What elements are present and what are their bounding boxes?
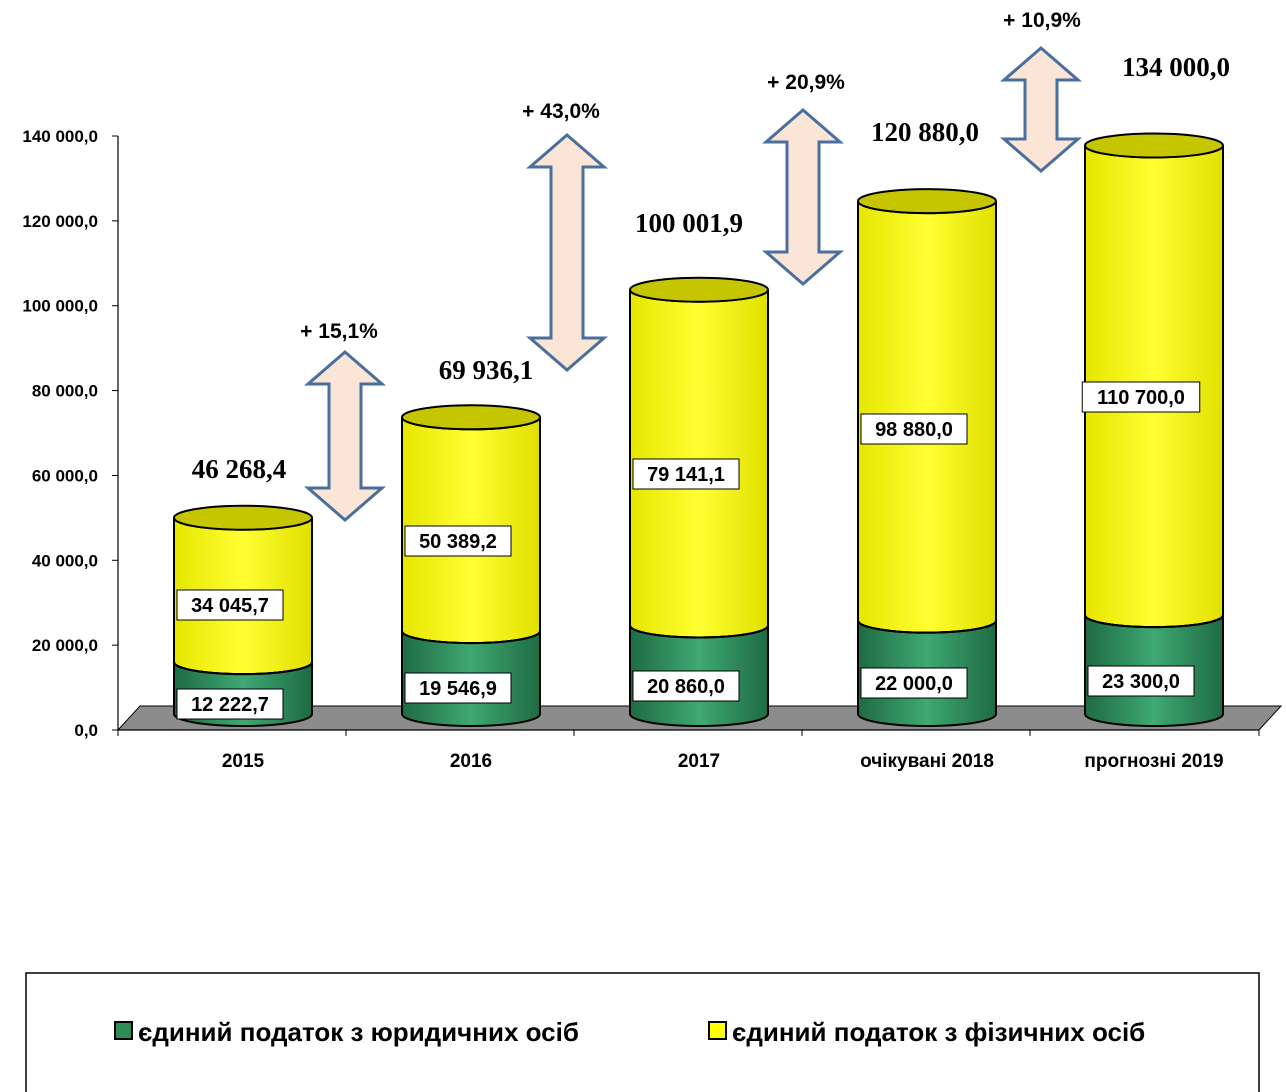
data-label-individual-box xyxy=(1081,381,1201,413)
bar-seam xyxy=(401,630,541,645)
data-label-individual-text: 50 389,2 xyxy=(419,531,497,553)
y-tick-label: 120 000,0 xyxy=(22,212,98,231)
x-tick-label: 2015 xyxy=(222,751,265,772)
data-label-legal: 12 222,7 xyxy=(176,688,284,720)
growth-arrow xyxy=(303,350,387,522)
total-label: 46 268,4 xyxy=(192,454,287,484)
bar-seam xyxy=(629,625,769,639)
data-label-individual: 98 880,0 xyxy=(860,413,968,445)
y-tick-label: 20 000,0 xyxy=(32,636,98,655)
data-label-legal-text: 12 222,7 xyxy=(191,694,269,716)
data-label-legal-box xyxy=(860,667,968,699)
x-tick-label: 2017 xyxy=(678,751,720,772)
data-label-legal-box xyxy=(1087,665,1195,697)
total-label: 100 001,9 xyxy=(635,208,743,238)
legend-box xyxy=(25,972,1260,1092)
bar-seam xyxy=(857,620,997,634)
bar-seam xyxy=(173,661,313,676)
data-label-individual-text: 79 141,1 xyxy=(647,464,725,486)
data-label-individual: 79 141,1 xyxy=(632,458,740,490)
data-label-legal: 20 860,0 xyxy=(632,670,740,702)
data-label-individual: 110 700,0 xyxy=(1081,381,1201,413)
growth-label: + 43,0% xyxy=(522,100,600,123)
bar-individual-top xyxy=(629,276,769,303)
data-label-individual-box xyxy=(632,458,740,490)
data-label-legal: 22 000,0 xyxy=(860,667,968,699)
x-tick-label: очікувані 2018 xyxy=(860,751,994,772)
data-label-legal-box xyxy=(176,688,284,720)
bar-seam xyxy=(1084,614,1224,629)
data-label-legal-text: 22 000,0 xyxy=(875,673,953,695)
x-tick-label: прогнозні 2019 xyxy=(1084,751,1223,772)
bar-individual xyxy=(1084,132,1224,629)
y-tick-label: 40 000,0 xyxy=(32,551,98,570)
legend-label-legal: єдиний податок з юридичних осіб xyxy=(138,1017,579,1047)
data-label-legal-text: 23 300,0 xyxy=(1102,671,1180,693)
bar-individual xyxy=(401,404,541,645)
growth-arrow xyxy=(761,108,845,286)
y-tick-label: 80 000,0 xyxy=(32,382,98,401)
growth-arrow xyxy=(999,46,1083,173)
data-label-individual-box xyxy=(176,589,284,621)
data-label-individual: 34 045,7 xyxy=(176,589,284,621)
data-label-legal-box xyxy=(632,670,740,702)
bar-individual xyxy=(629,276,769,639)
growth-arrow xyxy=(525,133,609,372)
growth-label: + 20,9% xyxy=(767,71,845,94)
data-label-legal: 19 546,9 xyxy=(404,672,512,704)
data-label-individual-text: 34 045,7 xyxy=(191,595,269,617)
bar-individual-top xyxy=(1084,132,1224,159)
bar-individual-top xyxy=(173,504,313,531)
total-label: 69 936,1 xyxy=(439,355,534,385)
bar-individual-top xyxy=(401,404,541,431)
legend-swatch-individual xyxy=(708,1021,727,1040)
data-label-individual-text: 110 700,0 xyxy=(1097,387,1185,409)
total-label: 134 000,0 xyxy=(1122,52,1230,82)
y-tick-label: 60 000,0 xyxy=(32,466,98,485)
legend-label-individual: єдиний податок з фізичних осіб xyxy=(732,1017,1145,1047)
bar-individual xyxy=(857,188,997,634)
legend: єдиний податок з юридичних осіб єдиний п… xyxy=(25,972,1260,1092)
data-label-individual-box xyxy=(860,413,968,445)
bar-individual-top xyxy=(857,188,997,215)
data-label-individual-text: 98 880,0 xyxy=(875,419,953,441)
growth-label: + 15,1% xyxy=(300,320,378,343)
data-label-individual: 50 389,2 xyxy=(404,525,512,557)
x-tick-label: 2016 xyxy=(450,751,492,772)
y-tick-label: 100 000,0 xyxy=(22,297,98,316)
data-label-legal-text: 19 546,9 xyxy=(419,678,497,700)
data-label-legal-text: 20 860,0 xyxy=(647,676,725,698)
data-label-legal: 23 300,0 xyxy=(1087,665,1195,697)
y-tick-label: 0,0 xyxy=(74,721,98,740)
data-label-legal-box xyxy=(404,672,512,704)
growth-label: + 10,9% xyxy=(1003,9,1081,32)
data-label-individual-box xyxy=(404,525,512,557)
y-tick-label: 140 000,0 xyxy=(22,127,98,146)
legend-swatch-legal xyxy=(114,1021,133,1040)
total-label: 120 880,0 xyxy=(871,117,979,147)
